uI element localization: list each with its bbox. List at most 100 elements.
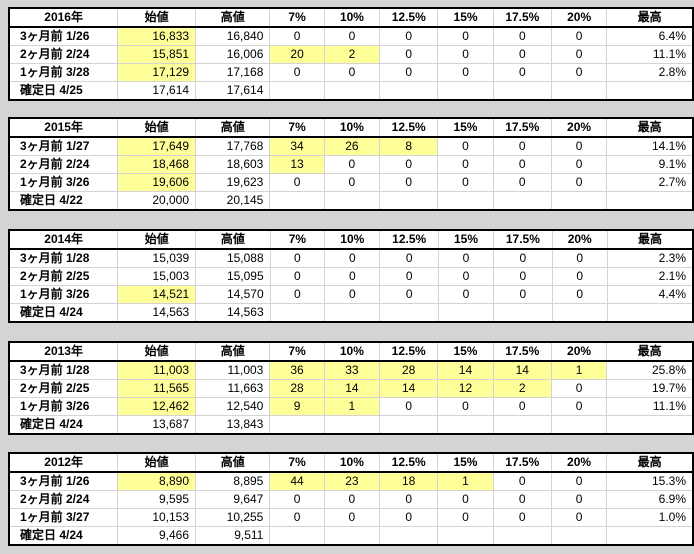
count-12-5pct-cell[interactable]: 0 (379, 508, 439, 527)
count-10pct-cell[interactable]: 23 (323, 471, 381, 491)
column-header[interactable]: 10% (323, 341, 381, 362)
count-7pct-cell[interactable]: 0 (269, 285, 326, 304)
high-price-cell[interactable]: 12,540 (195, 397, 271, 416)
max-rise-cell[interactable]: 11.1% (606, 45, 694, 64)
high-price-cell[interactable]: 9,647 (195, 490, 271, 509)
count-15pct-cell[interactable] (437, 526, 494, 546)
count-15pct-cell[interactable]: 1 (437, 471, 494, 491)
high-price-cell[interactable]: 10,255 (195, 508, 271, 527)
high-price-cell[interactable]: 19,623 (195, 173, 271, 192)
count-15pct-cell[interactable] (437, 303, 495, 323)
count-7pct-cell[interactable]: 0 (269, 26, 325, 46)
column-header[interactable]: 10% (323, 452, 381, 473)
open-price-cell[interactable]: 18,468 (117, 155, 197, 174)
max-rise-cell[interactable]: 2.8% (606, 63, 694, 82)
count-20pct-cell[interactable]: 0 (550, 173, 608, 192)
count-20pct-cell[interactable]: 0 (550, 63, 608, 82)
column-header[interactable]: 始値 (117, 452, 197, 473)
count-20pct-cell[interactable] (550, 81, 608, 101)
count-15pct-cell[interactable]: 0 (437, 490, 494, 509)
row-label-cell[interactable]: 2ヶ月前 2/25 (8, 267, 119, 286)
count-10pct-cell[interactable]: 0 (323, 173, 381, 192)
count-15pct-cell[interactable] (437, 81, 494, 101)
column-header[interactable]: 20% (550, 341, 608, 362)
count-7pct-cell[interactable] (269, 81, 325, 101)
count-7pct-cell[interactable]: 34 (269, 136, 325, 156)
count-10pct-cell[interactable]: 0 (323, 490, 381, 509)
count-10pct-cell[interactable]: 0 (323, 63, 381, 82)
count-17-5pct-cell[interactable] (492, 191, 552, 211)
count-20pct-cell[interactable]: 0 (551, 267, 608, 286)
count-15pct-cell[interactable]: 0 (437, 285, 495, 304)
count-20pct-cell[interactable]: 0 (551, 248, 608, 268)
column-header[interactable]: 7% (269, 7, 325, 28)
count-12-5pct-cell[interactable] (379, 191, 439, 211)
count-17-5pct-cell[interactable]: 0 (492, 397, 552, 416)
row-label-cell[interactable]: 3ヶ月前 1/26 (8, 26, 119, 46)
row-label-cell[interactable]: 1ヶ月前 3/26 (8, 397, 119, 416)
open-price-cell[interactable]: 9,595 (117, 490, 197, 509)
row-label-cell[interactable]: 2ヶ月前 2/24 (8, 45, 119, 64)
column-header[interactable]: 始値 (117, 341, 197, 362)
column-header[interactable]: 12.5% (379, 341, 439, 362)
count-12-5pct-cell[interactable]: 0 (379, 397, 439, 416)
count-15pct-cell[interactable] (437, 415, 494, 435)
count-12-5pct-cell[interactable]: 0 (379, 45, 439, 64)
max-rise-cell[interactable]: 14.1% (606, 136, 694, 156)
count-12-5pct-cell[interactable] (379, 415, 439, 435)
count-12-5pct-cell[interactable] (379, 303, 439, 323)
count-17-5pct-cell[interactable] (492, 526, 552, 546)
max-rise-cell[interactable]: 19.7% (606, 379, 694, 398)
count-10pct-cell[interactable]: 1 (323, 397, 381, 416)
count-17-5pct-cell[interactable]: 0 (492, 508, 552, 527)
count-10pct-cell[interactable] (323, 81, 381, 101)
year-label[interactable]: 2016年 (8, 7, 119, 28)
column-header[interactable]: 始値 (117, 117, 197, 138)
max-rise-cell[interactable]: 2.7% (606, 173, 694, 192)
count-15pct-cell[interactable]: 0 (437, 155, 494, 174)
count-12-5pct-cell[interactable]: 0 (379, 26, 439, 46)
count-7pct-cell[interactable]: 20 (269, 45, 325, 64)
count-17-5pct-cell[interactable] (492, 81, 553, 101)
column-header[interactable]: 17.5% (492, 7, 553, 28)
column-header[interactable]: 高値 (195, 452, 271, 473)
column-header[interactable]: 最高 (606, 7, 694, 28)
open-price-cell[interactable]: 12,462 (117, 397, 197, 416)
open-price-cell[interactable]: 20,000 (117, 191, 197, 211)
count-20pct-cell[interactable]: 0 (550, 155, 608, 174)
column-header[interactable]: 高値 (195, 7, 271, 28)
count-17-5pct-cell[interactable]: 2 (492, 379, 552, 398)
high-price-cell[interactable]: 18,603 (195, 155, 271, 174)
year-label[interactable]: 2013年 (8, 341, 119, 362)
count-17-5pct-cell[interactable]: 0 (492, 26, 553, 46)
open-price-cell[interactable]: 10,153 (117, 508, 197, 527)
count-10pct-cell[interactable] (323, 191, 381, 211)
count-10pct-cell[interactable] (323, 526, 381, 546)
max-rise-cell[interactable] (606, 303, 694, 323)
open-price-cell[interactable]: 11,565 (117, 379, 197, 398)
count-15pct-cell[interactable] (437, 191, 494, 211)
row-label-cell[interactable]: 2ヶ月前 2/24 (8, 490, 119, 509)
count-20pct-cell[interactable] (550, 415, 608, 435)
count-17-5pct-cell[interactable] (492, 415, 552, 435)
count-15pct-cell[interactable]: 0 (437, 26, 494, 46)
count-20pct-cell[interactable]: 0 (551, 285, 608, 304)
max-rise-cell[interactable] (606, 191, 694, 211)
count-10pct-cell[interactable]: 33 (323, 360, 381, 380)
count-20pct-cell[interactable]: 0 (550, 379, 608, 398)
count-20pct-cell[interactable]: 0 (550, 45, 608, 64)
row-label-cell[interactable]: 確定日 4/22 (8, 191, 119, 211)
high-price-cell[interactable]: 17,614 (195, 81, 271, 101)
row-label-cell[interactable]: 確定日 4/24 (8, 415, 119, 435)
row-label-cell[interactable]: 確定日 4/24 (8, 303, 119, 323)
count-12-5pct-cell[interactable]: 28 (379, 360, 439, 380)
high-price-cell[interactable]: 17,168 (195, 63, 271, 82)
count-7pct-cell[interactable]: 0 (269, 490, 325, 509)
column-header[interactable]: 12.5% (379, 117, 439, 138)
count-10pct-cell[interactable]: 0 (323, 155, 381, 174)
row-label-cell[interactable]: 1ヶ月前 3/27 (8, 508, 119, 527)
count-17-5pct-cell[interactable]: 0 (492, 136, 552, 156)
count-10pct-cell[interactable]: 0 (324, 248, 381, 268)
count-20pct-cell[interactable]: 0 (550, 471, 608, 491)
column-header[interactable]: 7% (269, 452, 325, 473)
